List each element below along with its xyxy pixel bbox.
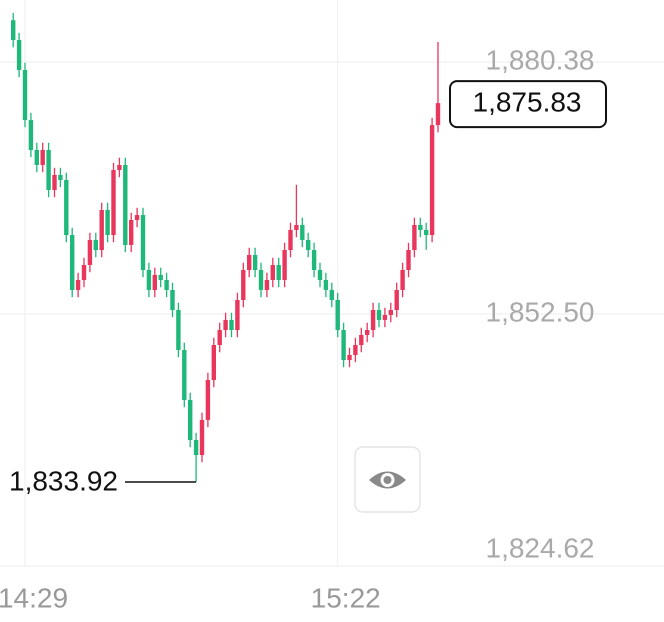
candle-body <box>164 280 169 290</box>
candles <box>11 13 441 482</box>
candle-body <box>188 399 193 441</box>
candle-body <box>40 149 45 165</box>
candle-body <box>288 229 293 251</box>
candle-body <box>176 310 181 350</box>
candle-body <box>182 349 187 400</box>
candle-body <box>70 235 75 290</box>
candle-body <box>105 209 110 236</box>
candle-body <box>223 319 228 331</box>
labels: 1,824.62 1,852.50 1,880.38 14:29 15:22 1,875.… <box>0 44 607 613</box>
candle-body <box>335 299 340 331</box>
visibility-button[interactable] <box>354 446 421 513</box>
candle-body <box>205 379 211 420</box>
candle-body <box>129 220 134 245</box>
y-tick-label: 1,852.50 <box>486 296 595 327</box>
candle-body <box>429 125 435 236</box>
candle-body <box>435 103 441 126</box>
candle-body <box>365 330 370 335</box>
y-tick-label: 1,824.62 <box>486 532 595 563</box>
candle-body <box>87 239 93 266</box>
candle-body <box>300 224 305 240</box>
candle-body <box>170 289 175 311</box>
candle-body <box>64 179 69 236</box>
candle-body <box>140 215 146 270</box>
candle-body <box>382 314 388 320</box>
candle-body <box>317 269 323 281</box>
candle-body <box>311 250 317 270</box>
candle-body <box>34 149 39 165</box>
candle-body <box>282 250 287 281</box>
candle-body <box>58 174 63 180</box>
candle-body <box>81 265 87 281</box>
candle-body <box>341 330 346 361</box>
candle-body <box>99 209 104 251</box>
candle-body <box>370 310 376 331</box>
candle-body <box>46 149 51 190</box>
y-tick-label: 1,880.38 <box>486 44 595 75</box>
last-price-label: 1,875.83 <box>473 87 582 118</box>
candle-body <box>75 280 81 290</box>
candle-body <box>11 20 16 41</box>
candle-body <box>146 269 152 290</box>
candle-body <box>235 299 240 331</box>
candle-body <box>270 265 275 281</box>
candle-body <box>199 419 205 456</box>
candle-body <box>193 440 199 456</box>
candle-body <box>388 310 393 315</box>
last-price-box <box>449 80 607 129</box>
candle-body <box>134 215 140 221</box>
x-tick-label: 15:22 <box>311 582 381 613</box>
candle-body <box>217 330 222 346</box>
candle-body <box>241 269 246 300</box>
candle-body <box>111 170 116 236</box>
candle-body <box>294 224 299 230</box>
candle-body <box>158 274 163 281</box>
candle-body <box>353 345 358 355</box>
candle-body <box>123 164 128 245</box>
candle-body <box>418 224 423 230</box>
candle-body <box>117 164 122 171</box>
candle-body <box>211 345 216 380</box>
candle-body <box>323 280 329 290</box>
x-tick-label: 14:29 <box>0 582 68 613</box>
candle-body <box>306 239 311 251</box>
candle-body <box>406 250 411 270</box>
candle-body <box>247 254 252 270</box>
candle-body <box>22 69 28 121</box>
candle-body <box>16 40 22 70</box>
candle-body <box>412 224 417 251</box>
candle-body <box>359 334 364 346</box>
low-marker-label: 1,833.92 <box>9 465 118 496</box>
candle-body <box>264 280 270 290</box>
candle-body <box>376 310 382 320</box>
eye-pupil[interactable] <box>383 476 392 484</box>
candle-body <box>229 319 234 331</box>
candle-body <box>400 269 405 290</box>
candle-body <box>394 289 399 311</box>
candle-body <box>52 174 57 190</box>
candle-body <box>347 354 352 361</box>
candle-body <box>276 265 281 281</box>
candle-body <box>152 274 157 290</box>
candle-body <box>93 239 98 251</box>
candle-body <box>424 229 429 236</box>
candle-body <box>28 120 34 150</box>
candle-body <box>252 254 258 270</box>
candle-body <box>329 289 334 300</box>
candle-body <box>258 269 264 290</box>
